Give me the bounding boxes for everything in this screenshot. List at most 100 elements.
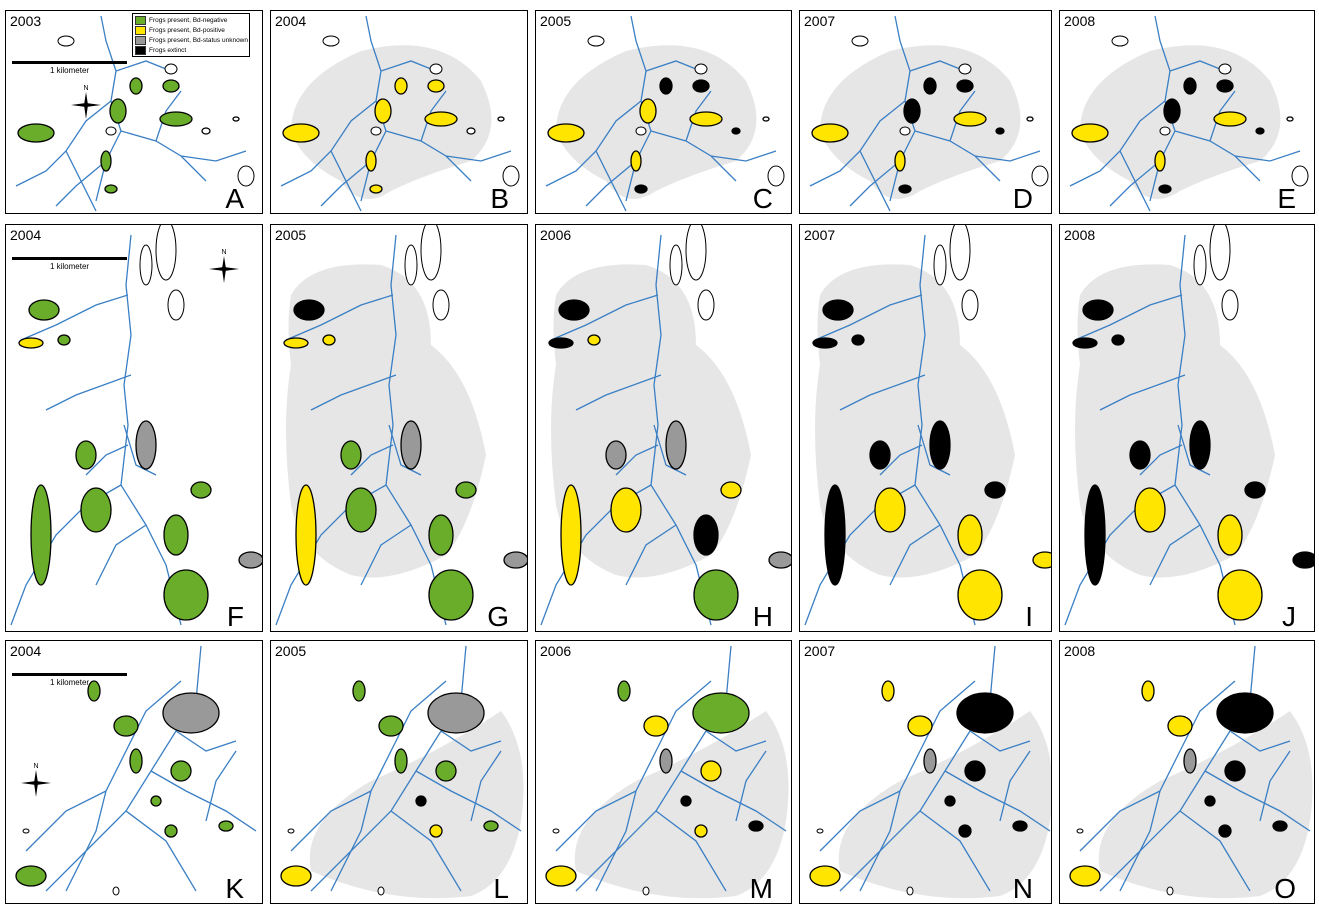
- lake-extinct: [1129, 440, 1151, 470]
- lake-negative: [150, 795, 162, 807]
- panel-year: 2007: [804, 227, 836, 243]
- disease-range-area: [551, 264, 751, 578]
- lake-positive: [1217, 569, 1263, 621]
- stream-line: [330, 680, 447, 892]
- stream-line: [1174, 130, 1261, 182]
- lake-extinct: [1216, 692, 1274, 734]
- lake-positive: [295, 484, 317, 586]
- stream-line: [735, 750, 767, 822]
- map-panel-c: 2005 C: [535, 10, 792, 214]
- stream-line: [1119, 680, 1236, 892]
- stream-line: [685, 90, 712, 142]
- stream-line: [1179, 810, 1251, 892]
- fishless-lake: [1031, 165, 1049, 187]
- lake-unknown: [503, 551, 527, 569]
- panel-letter: E: [1277, 183, 1296, 214]
- lake-extinct: [964, 760, 986, 782]
- svg-text:N: N: [83, 85, 88, 92]
- lake-negative: [28, 299, 60, 321]
- lake-negative: [352, 680, 366, 702]
- fishless-lake: [1193, 244, 1207, 286]
- legend-swatch: [135, 15, 146, 25]
- lake-negative: [218, 820, 234, 832]
- stream-line: [1259, 750, 1291, 822]
- lake-negative: [617, 680, 631, 702]
- lake-unknown: [665, 420, 687, 470]
- lake-extinct: [944, 795, 956, 807]
- basin-map: [10, 225, 262, 626]
- scale-bar: 1 kilometer: [12, 673, 127, 687]
- lake-extinct: [1072, 337, 1098, 349]
- fishless-lake: [139, 244, 153, 286]
- lake-unknown: [162, 692, 220, 734]
- map-panel-f: 2004 F 1 kilometer N: [5, 224, 263, 632]
- lake-positive: [280, 865, 312, 887]
- stream-line: [1139, 444, 1183, 476]
- lake-negative: [345, 487, 377, 533]
- lake-extinct: [1218, 824, 1232, 838]
- stream-line: [1099, 374, 1186, 411]
- lake-extinct: [869, 440, 891, 470]
- stream-line: [889, 524, 941, 586]
- stream-line: [155, 90, 182, 142]
- stream-line: [1109, 160, 1161, 207]
- fishless-lake: [1111, 35, 1129, 47]
- stream-line: [917, 424, 951, 476]
- stream-line: [205, 750, 237, 822]
- lake-negative: [129, 748, 143, 774]
- fishless-lake: [899, 126, 911, 136]
- stream-line: [819, 790, 901, 852]
- lake-positive: [545, 865, 577, 887]
- fishless-lake: [767, 165, 785, 187]
- panel-letter: N: [1012, 873, 1033, 904]
- fishless-lake: [112, 886, 120, 896]
- stream-line: [650, 130, 737, 182]
- lake-negative: [190, 481, 212, 499]
- stream-line: [879, 444, 923, 476]
- disease-range-area: [1075, 264, 1275, 578]
- stream-line: [680, 770, 787, 832]
- stream-line: [180, 150, 247, 162]
- stream-line: [575, 374, 662, 411]
- lake-negative: [17, 123, 55, 143]
- lake-positive: [365, 150, 377, 172]
- lake-positive: [881, 680, 895, 702]
- legend-swatch: [135, 35, 146, 45]
- lake-positive: [953, 111, 987, 127]
- lake-extinct: [1272, 820, 1288, 832]
- lake-positive: [394, 77, 408, 95]
- lake-positive: [547, 123, 585, 143]
- stream-line: [55, 160, 107, 207]
- fishless-lake: [587, 35, 605, 47]
- lake-negative: [129, 77, 143, 95]
- lake-negative: [109, 98, 127, 124]
- basin-map: [280, 645, 524, 899]
- lake-positive: [639, 98, 657, 124]
- legend-label: Frogs present, Bd-status unknown: [149, 36, 248, 44]
- lake-extinct: [415, 795, 427, 807]
- stream-line: [360, 524, 412, 586]
- stream-line: [595, 680, 712, 892]
- stream-line: [1169, 60, 1226, 72]
- panel-year: 2007: [804, 13, 836, 29]
- fishless-lake: [685, 225, 707, 281]
- stream-line: [1229, 730, 1291, 752]
- lake-positive: [630, 150, 642, 172]
- lake-none: [1286, 116, 1294, 122]
- lake-extinct: [680, 795, 692, 807]
- stream-line: [839, 374, 926, 411]
- lake-negative: [378, 715, 404, 737]
- map-panel-h: 2006 H: [535, 224, 792, 632]
- lake-extinct: [923, 77, 937, 95]
- panel-year: 2005: [540, 13, 572, 29]
- map-panel-a: 2003 A 1 kilometer N Frogs present, Bd-neg…: [5, 10, 263, 214]
- map-panel-m: 2006 M: [535, 640, 792, 904]
- lake-positive: [700, 760, 722, 782]
- stream-line: [705, 730, 767, 752]
- map-panel-g: 2005 G: [270, 224, 528, 632]
- stream-line: [445, 150, 512, 162]
- stream-line: [420, 90, 447, 142]
- lake-negative: [80, 487, 112, 533]
- lake-extinct: [548, 337, 574, 349]
- lake-negative: [164, 824, 178, 838]
